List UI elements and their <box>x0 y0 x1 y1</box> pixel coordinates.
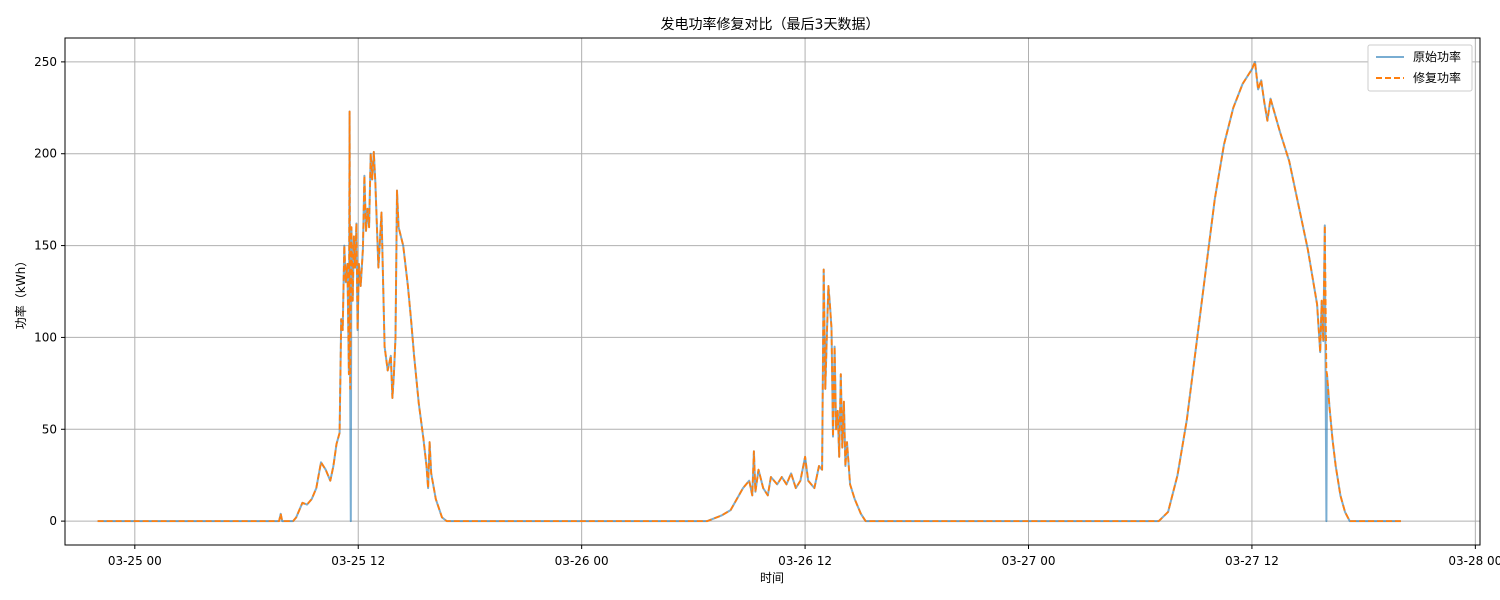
y-tick-label: 150 <box>34 239 57 253</box>
grid-lines <box>65 38 1480 545</box>
legend: 原始功率 修复功率 <box>1367 44 1473 92</box>
axes-frame <box>64 37 1481 546</box>
y-tick-label: 100 <box>34 330 57 344</box>
y-tick-label: 50 <box>42 422 57 436</box>
x-axis-title: 时间 <box>760 571 784 585</box>
y-tick-label: 250 <box>34 55 57 69</box>
y-axis-title: 功率（kWh） <box>13 255 28 329</box>
x-axis-ticks: 03-25 00 03-25 12 03-26 00 03-26 12 03-27 00… <box>108 545 1500 568</box>
y-tick-label: 0 <box>49 514 57 528</box>
x-tick-label: 03-27 00 <box>1002 554 1056 568</box>
series-line-original <box>97 60 1401 523</box>
series-lines <box>97 60 1401 523</box>
y-tick-label: 200 <box>34 147 57 161</box>
x-tick-label: 03-26 00 <box>555 554 609 568</box>
y-axis-ticks: 0 50 100 150 200 250 <box>34 55 65 528</box>
x-tick-label: 03-27 12 <box>1225 554 1279 568</box>
chart-title: 发电功率修复对比（最后3天数据） <box>661 16 880 33</box>
legend-label-repaired: 修复功率 <box>1413 70 1461 85</box>
series-line-repaired <box>97 61 1401 522</box>
legend-label-original: 原始功率 <box>1413 49 1461 64</box>
x-tick-label: 03-26 12 <box>778 554 832 568</box>
x-tick-label: 03-25 00 <box>108 554 162 568</box>
x-tick-label: 03-25 12 <box>331 554 385 568</box>
x-tick-label: 03-28 00 <box>1448 554 1500 568</box>
